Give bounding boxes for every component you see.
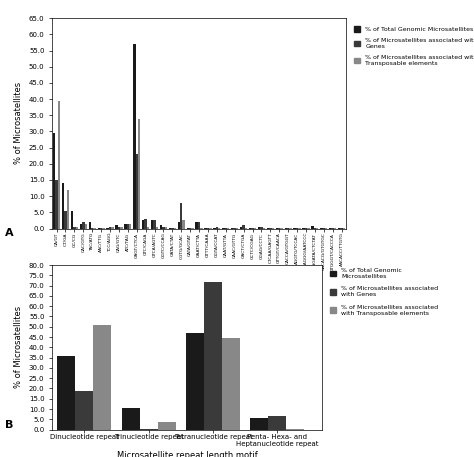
Bar: [75, 390, 93, 430]
Bar: [67, 190, 69, 228]
Bar: [93, 324, 111, 430]
Bar: [222, 338, 240, 430]
Bar: [260, 227, 263, 228]
Bar: [216, 227, 218, 228]
Bar: [151, 220, 154, 228]
Bar: [145, 219, 147, 228]
Bar: [127, 223, 129, 228]
Bar: [55, 180, 58, 228]
Bar: [162, 227, 164, 228]
Legend: % of Total Genomic
Microsatellites, % of Microsatellites associated
with Genes, : % of Total Genomic Microsatellites, % of…: [330, 268, 438, 316]
Bar: [268, 416, 286, 430]
Bar: [71, 211, 73, 228]
Bar: [58, 101, 60, 228]
Bar: [89, 222, 91, 228]
X-axis label: Microsatellite repeat length motif: Microsatellite repeat length motif: [117, 451, 257, 457]
Bar: [118, 227, 120, 228]
Bar: [62, 183, 64, 228]
Bar: [156, 227, 158, 228]
Bar: [138, 118, 140, 228]
Bar: [198, 222, 201, 228]
Bar: [129, 223, 131, 228]
Bar: [57, 356, 75, 430]
Text: A: A: [5, 228, 13, 239]
Bar: [286, 429, 304, 430]
Bar: [120, 227, 123, 228]
Bar: [154, 220, 156, 228]
Bar: [158, 422, 176, 430]
Bar: [147, 227, 149, 228]
Bar: [178, 222, 180, 228]
Bar: [82, 222, 84, 228]
Bar: [109, 227, 111, 228]
Bar: [73, 227, 76, 228]
Bar: [180, 202, 182, 228]
Bar: [182, 220, 185, 228]
Bar: [84, 223, 87, 228]
Bar: [195, 222, 198, 228]
Bar: [160, 225, 162, 228]
Bar: [64, 211, 67, 228]
Bar: [133, 44, 136, 229]
Bar: [115, 225, 118, 228]
Bar: [124, 223, 127, 228]
Bar: [111, 227, 114, 228]
Y-axis label: % of Microsatellites: % of Microsatellites: [14, 82, 23, 165]
Text: B: B: [5, 420, 13, 430]
Bar: [242, 225, 245, 228]
Bar: [122, 408, 140, 430]
Bar: [76, 227, 78, 228]
Y-axis label: % of Microsatellites: % of Microsatellites: [14, 306, 23, 388]
Bar: [136, 154, 138, 228]
Bar: [311, 226, 314, 228]
Bar: [53, 133, 55, 228]
Bar: [186, 333, 204, 430]
Bar: [258, 227, 260, 228]
Bar: [204, 282, 222, 430]
Bar: [80, 223, 82, 228]
Bar: [142, 220, 145, 228]
Bar: [140, 429, 158, 430]
Bar: [240, 227, 242, 228]
Legend: % of Total Genomic Microsatellites, % of Microsatellites associated with
Genes, : % of Total Genomic Microsatellites, % of…: [354, 26, 474, 66]
Bar: [164, 227, 167, 228]
Bar: [250, 418, 268, 430]
X-axis label: Microsatellite repeat sequence motif: Microsatellite repeat sequence motif: [122, 275, 276, 284]
